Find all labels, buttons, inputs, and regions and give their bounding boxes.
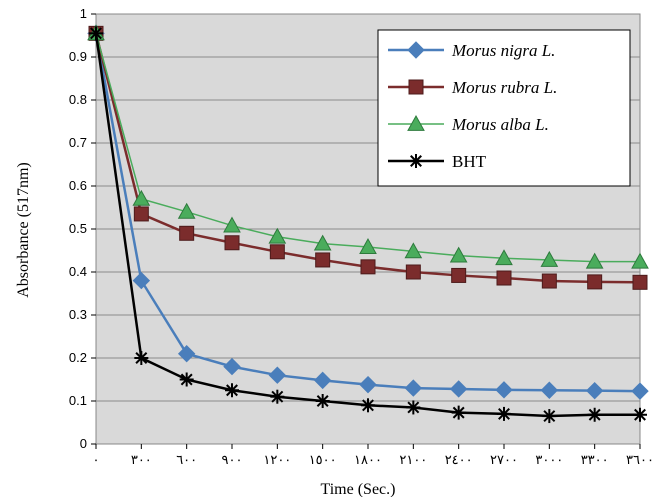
x-tick-label: ١٨٠٠ [354, 452, 382, 467]
data-point [179, 372, 194, 387]
data-point [449, 246, 468, 263]
data-point [313, 234, 332, 251]
y-axis-ticks: 0 0.1 0.2 0.3 0.4 0.5 0.6 0.7 0.8 0.9 1 [69, 6, 96, 451]
data-point [587, 274, 603, 290]
y-tick-label: 0.7 [69, 135, 87, 150]
y-tick-label: 0.2 [69, 350, 87, 365]
legend-items: Morus nigra L. Morus rubra L. Morus alba L… [388, 41, 557, 171]
legend-marker [407, 41, 425, 59]
data-point [177, 344, 196, 363]
series-morus-alba-l [87, 24, 649, 269]
data-point [585, 381, 604, 400]
data-point [359, 375, 377, 394]
data-point [451, 267, 467, 283]
data-point [315, 252, 331, 268]
data-point [179, 225, 195, 241]
x-tick-label: ١٢٠٠ [263, 452, 291, 467]
data-point [224, 235, 240, 251]
series-bht [89, 26, 647, 424]
x-tick-label: ٩٠٠ [222, 452, 243, 467]
x-tick-label: ٢٧٠٠ [490, 452, 518, 467]
x-axis-ticks: ٠ ٣٠٠ ٦٠٠ ٩٠٠ ١٢٠٠ ١٥٠٠ ١٨٠٠ ٢١٠٠ ٢٤٠٠ ٢٧٠٠ ٣٠٠٠ ٣٣… [93, 444, 654, 467]
legend-item: Morus rubra L. [388, 78, 557, 97]
data-point [404, 379, 423, 397]
y-tick-label: 0.1 [69, 393, 87, 408]
data-point [585, 252, 604, 269]
x-tick-label: ٣٦٠٠ [626, 452, 654, 467]
data-point [359, 238, 377, 254]
data-point [223, 357, 241, 376]
data-point [631, 382, 649, 400]
y-axis-title: Absorbance (517nm) [15, 162, 32, 298]
data-point [495, 249, 513, 266]
data-point [360, 259, 376, 275]
x-tick-label: ٣٣٠٠ [581, 452, 609, 467]
data-point [449, 380, 468, 398]
data-point [495, 381, 513, 399]
data-point [451, 405, 466, 420]
y-tick-label: 0.6 [69, 178, 87, 193]
y-tick-label: 0.5 [69, 221, 87, 236]
y-tick-label: 0.4 [69, 264, 87, 279]
y-tick-label: 0.9 [69, 49, 87, 64]
data-point [268, 227, 287, 244]
data-point [225, 383, 239, 398]
data-point [270, 389, 285, 404]
data-point [268, 366, 287, 384]
data-point [132, 189, 151, 206]
data-point [542, 409, 557, 424]
data-point [632, 274, 648, 290]
legend-item: Morus alba L. [388, 114, 549, 134]
data-point [313, 371, 332, 390]
x-tick-label: ٣٠٠٠ [535, 452, 563, 467]
x-tick-label: ٢١٠٠ [399, 452, 427, 467]
data-point [177, 202, 196, 219]
y-tick-label: 0.8 [69, 92, 87, 107]
x-axis-title: Time (Sec.) [321, 481, 396, 497]
data-point [540, 381, 559, 399]
x-tick-label: ٠ [93, 452, 100, 467]
data-point [315, 394, 330, 408]
data-point [132, 271, 151, 290]
data-point [633, 407, 647, 422]
legend-label: Morus rubra L. [451, 78, 557, 97]
legend: Morus nigra L. Morus rubra L. Morus alba L… [377, 29, 631, 187]
data-point [404, 242, 423, 259]
data-point [223, 216, 241, 233]
legend-label: BHT [452, 152, 487, 171]
legend-label: Morus nigra L. [451, 41, 555, 60]
data-point [361, 398, 375, 413]
data-point [541, 273, 557, 289]
x-tick-label: ٢٤٠٠ [445, 452, 473, 467]
data-point [631, 252, 649, 269]
x-tick-label: ٦٠٠ [176, 452, 197, 467]
data-point [497, 406, 511, 421]
series-layer [87, 24, 649, 424]
legend-item: Morus nigra L. [388, 41, 555, 60]
legend-label: Morus alba L. [451, 115, 549, 134]
data-point [587, 407, 602, 422]
legend-marker [407, 114, 425, 131]
data-point [496, 270, 512, 286]
data-point [133, 206, 149, 222]
legend-item: BHT [388, 152, 487, 171]
legend-marker [409, 154, 423, 168]
legend-marker [408, 79, 424, 95]
y-tick-label: 0.3 [69, 307, 87, 322]
data-point [269, 244, 285, 260]
data-point [406, 400, 421, 415]
data-point [89, 26, 103, 41]
data-point [405, 264, 421, 280]
y-tick-label: 1 [80, 6, 87, 21]
x-tick-label: ٣٠٠ [131, 452, 152, 467]
data-point [540, 250, 559, 267]
data-point [134, 351, 149, 365]
y-tick-label: 0 [80, 436, 87, 451]
x-tick-label: ١٥٠٠ [309, 452, 337, 467]
